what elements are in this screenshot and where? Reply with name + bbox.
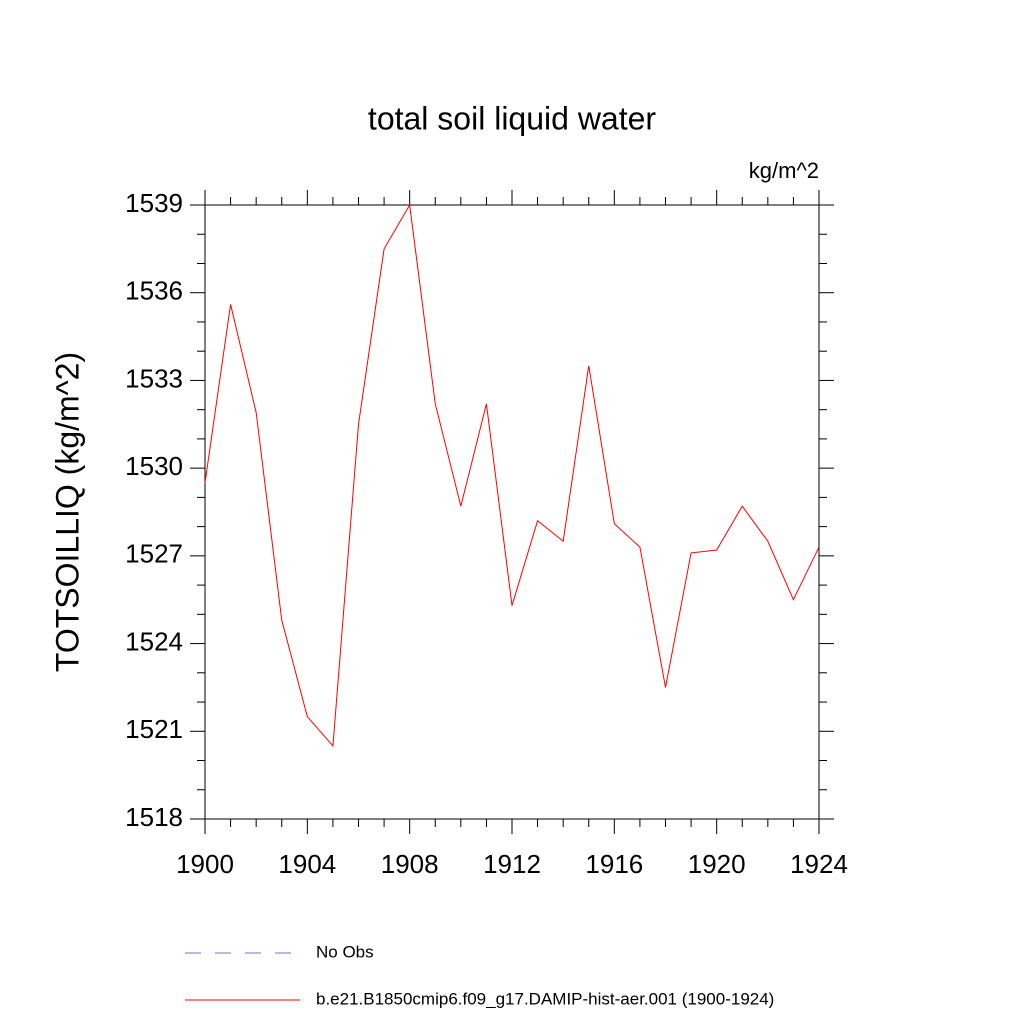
y-tick-label: 1533 (125, 363, 183, 393)
x-tick-label: 1920 (688, 849, 746, 879)
x-tick-label: 1916 (585, 849, 643, 879)
y-tick-label: 1518 (125, 802, 183, 832)
y-tick-label: 1536 (125, 276, 183, 306)
x-tick-label: 1908 (381, 849, 439, 879)
chart-title: total soil liquid water (368, 100, 656, 136)
y-tick-label: 1524 (125, 626, 183, 656)
x-tick-label: 1912 (483, 849, 541, 879)
legend-label: b.e21.B1850cmip6.f09_g17.DAMIP-hist-aer.… (316, 989, 774, 1008)
data-line (204, 203, 820, 748)
units-label: kg/m^2 (749, 158, 819, 183)
y-tick-label: 1521 (125, 714, 183, 744)
legend-label: No Obs (316, 942, 374, 961)
y-tick-label: 1530 (125, 451, 183, 481)
y-tick-label: 1539 (125, 188, 183, 218)
x-tick-label: 1900 (176, 849, 234, 879)
y-tick-label: 1527 (125, 539, 183, 569)
plot-frame (204, 204, 820, 820)
y-axis-label: TOTSOILLIQ (kg/m^2) (49, 352, 85, 672)
x-tick-label: 1904 (278, 849, 336, 879)
x-tick-label: 1924 (790, 849, 848, 879)
